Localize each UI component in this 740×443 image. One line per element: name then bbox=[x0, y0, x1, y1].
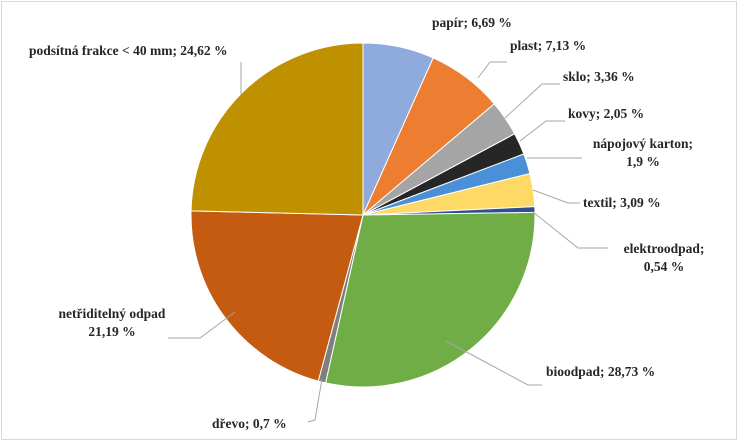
pie-slice-net-iditeln-odpad bbox=[190, 210, 364, 382]
leader-line bbox=[532, 189, 580, 204]
pie-slice-pods-tn-frakce-40-mm bbox=[190, 42, 364, 216]
pie-slices bbox=[190, 42, 536, 388]
data-label: elektroodpad; bbox=[624, 241, 705, 256]
data-label: 1,9 % bbox=[626, 154, 660, 169]
leader-line bbox=[168, 311, 236, 339]
data-labels: papír; 6,69 % plast; 7,13 % sklo; 3,36 % ko… bbox=[29, 15, 704, 431]
data-label: kovy; 2,05 % bbox=[568, 106, 644, 121]
data-label: netřiditelný odpad bbox=[59, 306, 166, 321]
data-label: papír; 6,69 % bbox=[432, 15, 512, 30]
data-label: dřevo; 0,7 % bbox=[212, 416, 287, 431]
pie-slice-bioodpad bbox=[324, 211, 536, 388]
data-label: sklo; 3,36 % bbox=[563, 69, 635, 84]
leader-line bbox=[307, 378, 323, 423]
data-label: plast; 7,13 % bbox=[510, 38, 586, 53]
data-label: 0,54 % bbox=[644, 259, 685, 274]
leader-line bbox=[532, 211, 608, 249]
leader-line bbox=[519, 120, 565, 142]
leader-line bbox=[477, 61, 507, 79]
leader-line bbox=[504, 83, 560, 119]
leader-lines bbox=[168, 61, 608, 423]
data-label: 21,19 % bbox=[88, 324, 135, 339]
data-label: bioodpad; 28,73 % bbox=[546, 364, 655, 379]
data-label: textil; 3,09 % bbox=[583, 195, 661, 210]
data-label: podsítná frakce < 40 mm; 24,62 % bbox=[29, 43, 228, 58]
leader-line bbox=[445, 340, 542, 386]
data-label: nápojový karton; bbox=[593, 136, 693, 151]
